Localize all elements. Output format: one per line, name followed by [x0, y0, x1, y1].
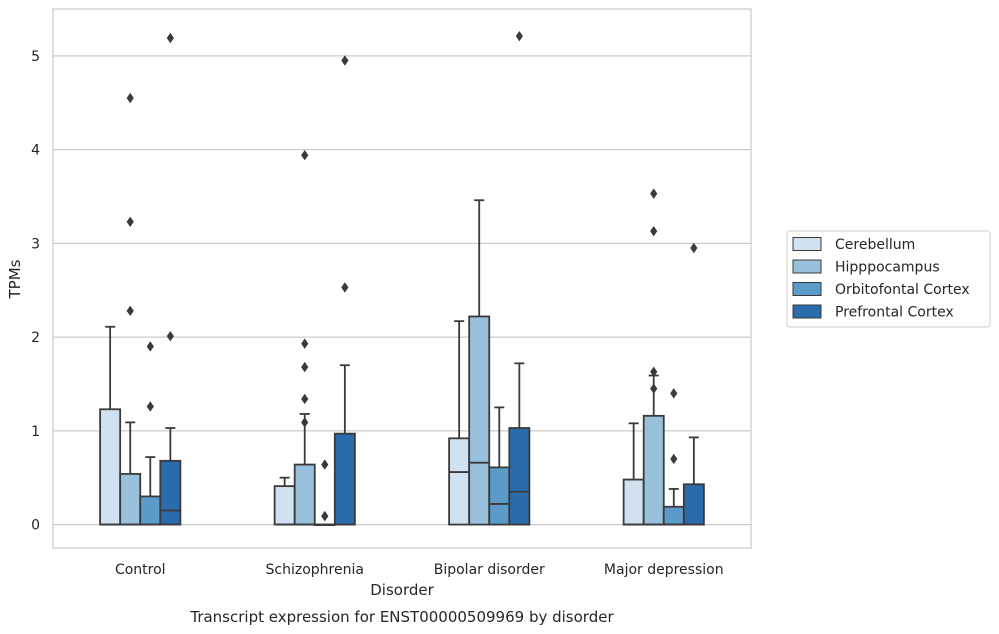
- legend-label: Hipppocampus: [835, 260, 940, 276]
- box-1-0: [273, 476, 296, 526]
- outlier-point: [166, 32, 174, 44]
- outlier-point: [690, 242, 698, 254]
- outlier-point: [515, 30, 523, 42]
- box-0-3: [159, 32, 182, 526]
- box-1-3: [333, 55, 356, 526]
- box-0-2: [139, 341, 162, 526]
- legend-label: Orbitofontal Cortex: [835, 282, 970, 298]
- outlier-point: [341, 55, 349, 66]
- box-2-0: [448, 320, 471, 526]
- box-2-1: [468, 199, 491, 526]
- box-body: [159, 459, 182, 526]
- box-3-2: [662, 388, 685, 526]
- box-body: [119, 473, 142, 526]
- y-axis-label: TPMs: [6, 259, 24, 299]
- outlier-point: [321, 459, 329, 470]
- x-tick-label: Major depression: [604, 562, 724, 578]
- chart-caption: Transcript expression for ENST0000050996…: [189, 608, 614, 626]
- box-0-1: [119, 92, 142, 526]
- box-body: [468, 315, 491, 526]
- outlier-point: [341, 282, 349, 293]
- plot-area-frame: [52, 8, 752, 549]
- x-tick-labels: Control Schizophrenia Bipolar disorder Majo…: [115, 562, 724, 578]
- box-body: [488, 466, 511, 526]
- outlier-point: [670, 388, 678, 399]
- outlier-point: [650, 188, 658, 199]
- box-0-0: [99, 325, 122, 526]
- legend-label: Cerebellum: [835, 237, 915, 253]
- outlier-point: [166, 330, 174, 342]
- y-tick-label: 4: [31, 143, 40, 159]
- outlier-point: [126, 305, 134, 317]
- outlier-point: [670, 453, 678, 465]
- outlier-point: [146, 341, 154, 352]
- box-body: [448, 437, 471, 526]
- outlier-point: [301, 393, 309, 405]
- outlier-point: [301, 417, 309, 428]
- legend-label: Prefrontal Cortex: [835, 305, 954, 321]
- outlier-point: [301, 361, 309, 373]
- x-tick-label: Bipolar disorder: [434, 562, 545, 578]
- box-3-0: [622, 422, 645, 526]
- box-body: [642, 414, 665, 526]
- outlier-point: [321, 510, 329, 522]
- outlier-point: [301, 150, 309, 161]
- y-tick-label: 3: [31, 236, 40, 252]
- box-body: [333, 432, 356, 526]
- outlier-point: [650, 383, 658, 394]
- box-body: [622, 478, 645, 526]
- box-body: [273, 485, 296, 526]
- boxes: [99, 30, 705, 526]
- legend: Cerebellum Hipppocampus Orbitofontal Corte…: [786, 230, 991, 328]
- x-axis-label: Disorder: [370, 581, 434, 599]
- y-tick-label: 2: [31, 330, 40, 346]
- box-3-1: [642, 188, 665, 526]
- outlier-point: [650, 225, 658, 237]
- y-tick-label: 1: [31, 424, 40, 440]
- legend-swatch: [792, 259, 822, 274]
- box-body: [139, 495, 162, 526]
- box-1-2: [313, 459, 336, 526]
- outlier-point: [301, 338, 309, 349]
- y-tick-labels: 0 1 2 3 4 5: [31, 49, 40, 534]
- legend-swatch: [792, 237, 822, 251]
- box-2-3: [508, 30, 531, 526]
- y-tick-label: 0: [31, 518, 40, 534]
- outlier-point: [126, 216, 134, 227]
- x-tick-label: Schizophrenia: [266, 562, 364, 578]
- legend-swatch: [792, 282, 822, 296]
- legend-swatch: [792, 304, 822, 319]
- legend-frame: [786, 230, 991, 328]
- box-body: [508, 427, 531, 526]
- box-body: [682, 483, 705, 526]
- box-body: [293, 463, 316, 526]
- box-3-3: [682, 242, 705, 526]
- box-1-1: [293, 150, 316, 526]
- box-2-2: [488, 406, 511, 526]
- x-tick-label: Control: [115, 562, 166, 578]
- outlier-point: [126, 92, 134, 104]
- outlier-point: [650, 366, 658, 377]
- outlier-point: [146, 401, 154, 412]
- box-body: [662, 505, 685, 526]
- y-tick-label: 5: [31, 49, 40, 65]
- box-body: [99, 408, 122, 526]
